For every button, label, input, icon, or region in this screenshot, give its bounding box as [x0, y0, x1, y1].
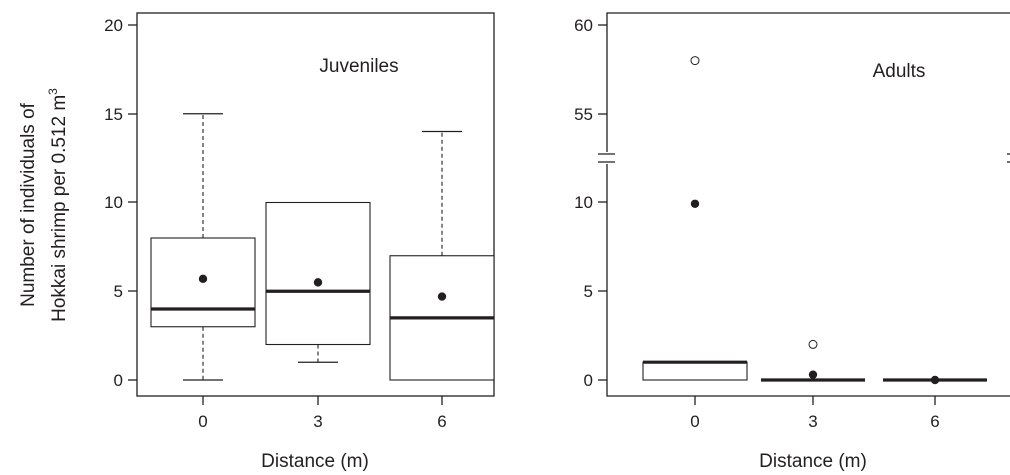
adults-panel: 0 5 10 55 60 0 3 6 Distance (m) Adults	[574, 12, 1010, 472]
y-tick-label: 15	[104, 105, 123, 124]
x-tick-label: 3	[313, 412, 322, 431]
outlier-point	[808, 339, 818, 349]
x-tick-label: 3	[808, 412, 817, 431]
box	[265, 201, 371, 346]
panel-label: Juveniles	[319, 56, 398, 77]
y-tick-label: 10	[104, 193, 123, 212]
y-tick-label: 10	[574, 193, 593, 212]
y-tick-label: 20	[104, 16, 123, 35]
box	[642, 361, 748, 381]
juveniles-panel: 0 5 10 15 20 0 3 6 Distance (m) Juveniles	[104, 12, 495, 472]
x-tick-label: 6	[930, 412, 939, 431]
y-axis-title-line2: Hokkai shrimp per 0.512 m3	[46, 88, 70, 322]
y-tick-label: 0	[114, 371, 123, 390]
plot-frame	[136, 12, 495, 397]
outlier-point	[690, 56, 700, 66]
y-tick-label: 5	[584, 282, 593, 301]
mean-point	[313, 278, 323, 287]
y-axis-title-line1: Number of individuals of	[18, 102, 39, 307]
plot-frame-lower	[606, 164, 1010, 397]
mean-point	[690, 199, 700, 208]
x-axis-title: Distance (m)	[261, 451, 369, 472]
panel-label: Adults	[873, 61, 926, 82]
y-tick-label: 5	[114, 282, 123, 301]
mean-point	[930, 375, 940, 385]
y-tick-label: 55	[574, 105, 593, 124]
mean-point	[198, 274, 208, 284]
x-tick-label: 0	[198, 412, 207, 431]
x-axis-title: Distance (m)	[759, 451, 867, 472]
y-axis-title-superscript: 3	[46, 88, 60, 95]
y-axis-title-line2-main: Hokkai shrimp per 0.512 m	[49, 95, 70, 322]
mean-point	[808, 370, 818, 379]
y-tick-label: 60	[574, 16, 593, 35]
x-tick-label: 6	[437, 412, 446, 431]
plot-frame-upper	[606, 12, 1010, 152]
y-tick-label: 0	[584, 371, 593, 390]
mean-point	[437, 292, 447, 301]
x-tick-label: 0	[690, 412, 699, 431]
